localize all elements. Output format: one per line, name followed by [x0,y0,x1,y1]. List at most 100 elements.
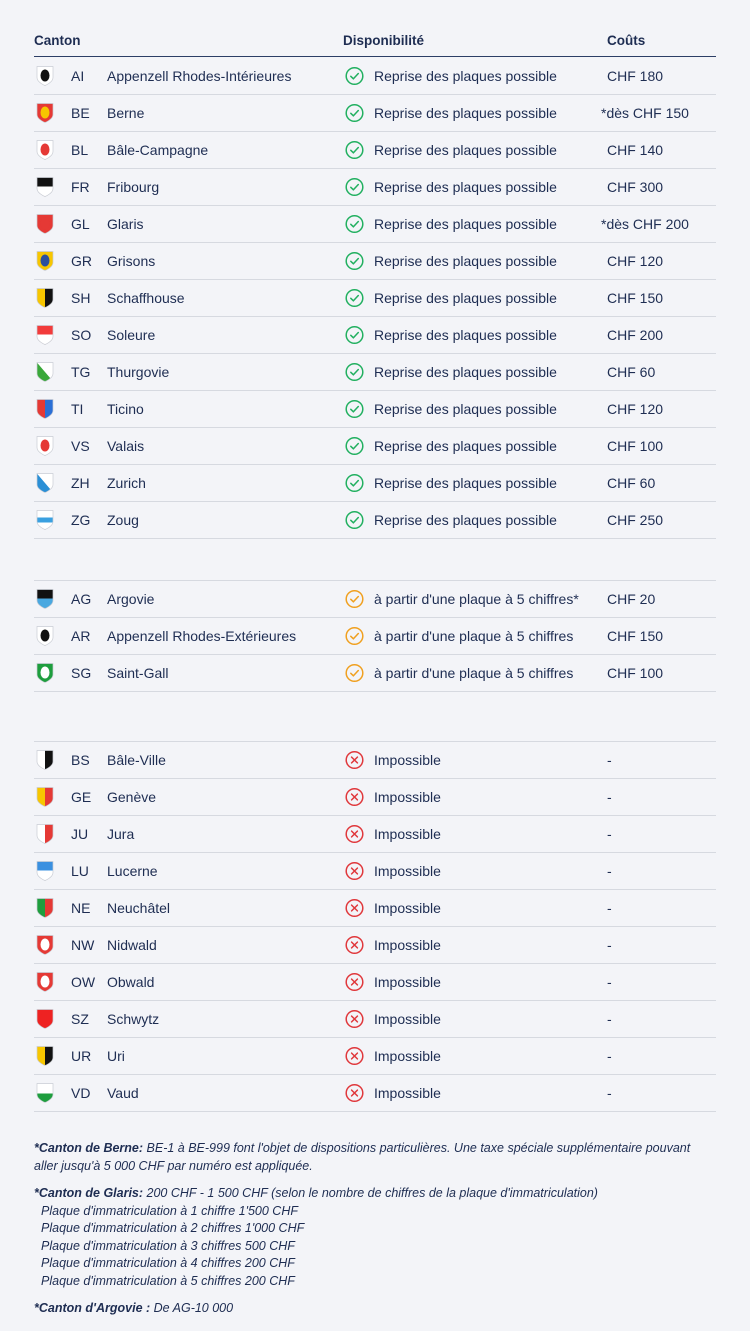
canton-name: Glaris [107,216,144,232]
cost-value: - [607,1048,612,1064]
canton-flag-icon [36,103,54,123]
check-circle-icon [345,214,364,234]
cost-value: - [607,1085,612,1101]
table-row-sg: SG Saint-Gall à partir d'une plaque à 5 … [34,655,716,692]
canton-code: SZ [71,1011,89,1027]
canton-name: Soleure [107,327,156,343]
canton-name: Vaud [107,1085,139,1101]
check-circle-icon [345,325,364,345]
table-row-be: BE Berne Reprise des plaques possible *d… [34,95,716,132]
availability-text: Impossible [374,1011,441,1027]
canton-flag-icon [36,1009,54,1029]
x-circle-icon [345,972,364,992]
canton-flag-icon [36,66,54,86]
canton-flag-icon [36,935,54,955]
cost-value: CHF 150 [607,290,664,306]
availability-text: Impossible [374,863,441,879]
cost-value: CHF 120 [607,253,664,269]
canton-code: NE [71,900,91,916]
availability-text: Impossible [374,937,441,953]
table-row-bl: BL Bâle-Campagne Reprise des plaques pos… [34,132,716,169]
cost-value: CHF 120 [607,401,664,417]
canton-name: Obwald [107,974,155,990]
canton-flag-icon [36,436,54,456]
x-circle-icon [345,824,364,844]
cost-value: CHF 20 [607,591,656,607]
table-row-ti: TI Ticino Reprise des plaques possible C… [34,391,716,428]
availability-text: Reprise des plaques possible [374,105,557,121]
note-berne: *Canton de Berne: BE-1 à BE-999 font l'o… [34,1141,691,1173]
canton-code: AR [71,628,91,644]
table-row-gl: GL Glaris Reprise des plaques possible *… [34,206,716,243]
x-circle-icon [345,898,364,918]
availability-text: à partir d'une plaque à 5 chiffres* [374,591,579,607]
cost-value: *dès CHF 200 [601,216,689,232]
canton-flag-icon [36,510,54,530]
table-row-zh: ZH Zurich Reprise des plaques possible C… [34,465,716,502]
canton-flag-icon [36,626,54,646]
check-circle-icon [345,251,364,271]
canton-code: VS [71,438,90,454]
check-circle-warning-icon [345,626,364,646]
canton-code: LU [71,863,89,879]
canton-code: GL [71,216,90,232]
cost-value: CHF 100 [607,438,664,454]
canton-name: Zoug [107,512,139,528]
availability-text: Reprise des plaques possible [374,512,557,528]
canton-flag-icon [36,362,54,382]
check-circle-icon [345,436,364,456]
cost-value: *dès CHF 150 [601,105,689,121]
check-circle-icon [345,362,364,382]
availability-text: Reprise des plaques possible [374,327,557,343]
availability-text: Impossible [374,752,441,768]
cost-value: - [607,789,612,805]
canton-code: BE [71,105,90,121]
canton-name: Uri [107,1048,125,1064]
canton-name: Lucerne [107,863,158,879]
availability-text: Reprise des plaques possible [374,179,557,195]
availability-text: Impossible [374,1085,441,1101]
table-row-fr: FR Fribourg Reprise des plaques possible… [34,169,716,206]
canton-name: Ticino [107,401,144,417]
availability-text: Impossible [374,974,441,990]
canton-code: UR [71,1048,92,1064]
availability-text: Reprise des plaques possible [374,290,557,306]
canton-name: Schwytz [107,1011,160,1027]
cost-value: CHF 60 [607,364,656,380]
cost-value: - [607,900,612,916]
table-row-bs: BS Bâle-Ville Impossible - [34,742,716,779]
availability-text: Reprise des plaques possible [374,475,557,491]
canton-flag-icon [36,750,54,770]
header-canton: Canton [34,33,81,48]
availability-text: à partir d'une plaque à 5 chiffres [374,628,574,644]
canton-flag-icon [36,325,54,345]
cost-value: CHF 180 [607,68,664,84]
canton-flag-icon [36,177,54,197]
canton-flag-icon [36,288,54,308]
canton-flag-icon [36,663,54,683]
x-circle-icon [345,1046,364,1066]
canton-flag-icon [36,214,54,234]
table-header: Canton Disponibilité Coûts [34,32,716,57]
canton-flag-icon [36,861,54,881]
check-circle-icon [345,473,364,493]
canton-code: SO [71,327,92,343]
cost-value: - [607,1011,612,1027]
availability-text: Impossible [374,900,441,916]
cost-value: - [607,974,612,990]
canton-code: TI [71,401,84,417]
table-row-ar: AR Appenzell Rhodes-Extérieures à partir… [34,618,716,655]
canton-flag-icon [36,824,54,844]
x-circle-icon [345,1009,364,1029]
check-circle-icon [345,66,364,86]
table-row-sz: SZ Schwytz Impossible - [34,1001,716,1038]
canton-code: BL [71,142,89,158]
canton-name: Zurich [107,475,146,491]
canton-name: Fribourg [107,179,160,195]
cost-value: - [607,752,612,768]
x-circle-icon [345,750,364,770]
availability-text: Reprise des plaques possible [374,142,557,158]
x-circle-icon [345,787,364,807]
table-row-ne: NE Neuchâtel Impossible - [34,890,716,927]
canton-code: AG [71,591,92,607]
